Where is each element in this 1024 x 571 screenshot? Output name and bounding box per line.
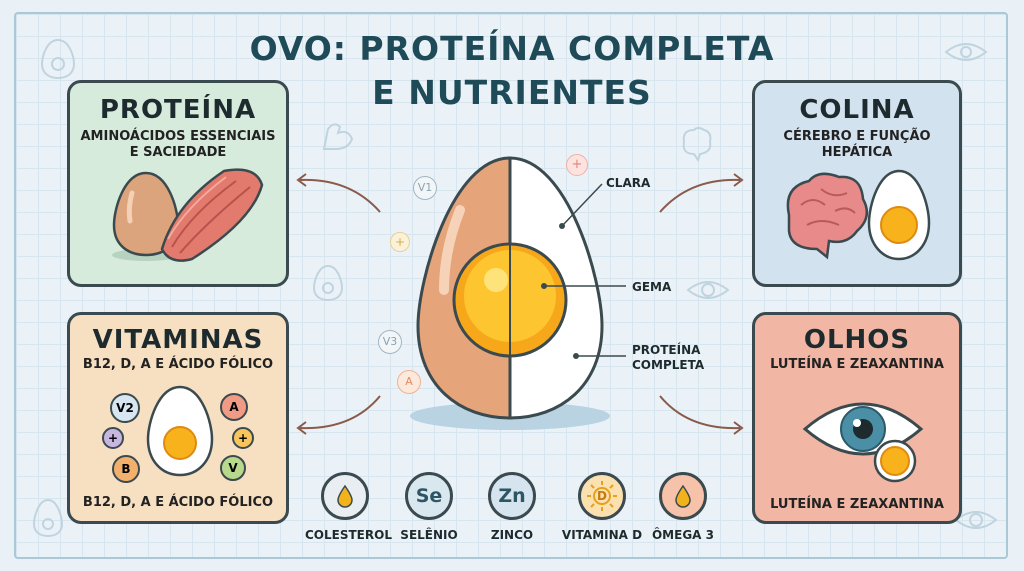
nutrient-label: SELÊNIO xyxy=(400,528,458,542)
nutrient-label: COLESTEROL xyxy=(305,528,392,542)
label-proteina-line1: PROTEÍNA xyxy=(632,343,701,357)
nutrient-item: ÔMEGA 3 xyxy=(643,472,723,542)
badge-v1: V1 xyxy=(413,176,437,200)
nutrient-item: Se SELÊNIO xyxy=(389,472,469,542)
card-proteina-sub2: E SACIEDADE xyxy=(129,145,227,160)
eye-outline-icon xyxy=(686,281,730,299)
card-vitaminas-sub: B12, D, A E ÁCIDO FÓLICO xyxy=(82,357,274,372)
label-gema: GEMA xyxy=(632,280,672,294)
badge-plus: + xyxy=(566,154,588,176)
egg-leader-lines xyxy=(541,183,626,359)
card-olhos-title: OLHOS xyxy=(803,325,911,355)
card-colina-sub2: HEPÁTICA xyxy=(821,145,893,160)
nutrient-item: COLESTEROL xyxy=(305,472,392,542)
nutrient-badge: Se xyxy=(405,472,453,520)
card-colina: COLINA CÉREBRO E FUNÇÃO HEPÁTICA xyxy=(752,80,962,287)
card-vitaminas: VITAMINAS B12, D, A E ÁCIDO FÓLICO V2 A … xyxy=(67,312,289,524)
central-egg-illustration xyxy=(410,156,610,430)
card-proteina-sub1: AMINOÁCIDOS ESSENCIAIS xyxy=(80,129,276,144)
brain-and-egg-illustration xyxy=(786,169,931,261)
page-title-line2: E NUTRIENTES xyxy=(372,73,652,112)
brain-outline-icon xyxy=(682,127,712,162)
card-colina-sub1: CÉREBRO E FUNÇÃO xyxy=(783,129,931,144)
badge-plus: + xyxy=(232,427,254,449)
card-vitaminas-title: VITAMINAS xyxy=(92,325,264,355)
arrow-to-colina xyxy=(659,173,744,213)
arrow-to-vitaminas xyxy=(296,395,381,435)
eye-outline-icon xyxy=(944,43,988,61)
nutrient-badge: Zn xyxy=(488,472,536,520)
arrow-to-proteina xyxy=(296,173,381,213)
badge-plus: + xyxy=(102,427,124,449)
badge-v: V xyxy=(220,455,246,481)
card-olhos: OLHOS LUTEÍNA E ZEAXANTINA LUTEÍNA E ZEA… xyxy=(752,312,962,524)
nutrient-label: ZINCO xyxy=(490,528,534,542)
nutrient-item: D VITAMINA D xyxy=(559,472,645,542)
card-olhos-footer: LUTEÍNA E ZEAXANTINA xyxy=(770,497,944,512)
badge-v3: V3 xyxy=(378,330,402,354)
egg-outline-icon xyxy=(312,264,344,302)
drop-icon xyxy=(337,484,353,508)
muscle-outline-icon xyxy=(322,123,354,150)
nutrient-label: VITAMINA D xyxy=(561,528,643,542)
badge-plus: + xyxy=(390,232,410,252)
card-colina-title: COLINA xyxy=(799,95,915,125)
sun-icon xyxy=(587,481,617,511)
nutrient-badge: D xyxy=(578,472,626,520)
badge-v2: V2 xyxy=(110,393,140,423)
nutrient-badge xyxy=(659,472,707,520)
badge-a: A xyxy=(397,370,421,394)
card-olhos-sub: LUTEÍNA E ZEAXANTINA xyxy=(770,357,944,372)
eye-illustration xyxy=(802,402,924,483)
arrow-to-olhos xyxy=(659,395,744,435)
nutrient-symbol: D xyxy=(597,489,607,503)
egg-outline-icon xyxy=(40,38,76,80)
egg-and-muscle-illustration xyxy=(112,168,264,262)
egg-outline-icon xyxy=(32,498,64,538)
nutrient-item: Zn ZINCO xyxy=(472,472,552,542)
drop-icon xyxy=(675,484,691,508)
badge-a: A xyxy=(220,393,248,421)
vitamins-egg-illustration xyxy=(146,385,214,477)
label-proteina-line2: COMPLETA xyxy=(632,358,705,372)
nutrient-label: ÔMEGA 3 xyxy=(651,528,714,542)
card-proteina: PROTEÍNA AMINOÁCIDOS ESSENCIAIS E SACIED… xyxy=(67,80,289,287)
card-vitaminas-footer: B12, D, A E ÁCIDO FÓLICO xyxy=(82,495,274,510)
page-title-line1: OVO: PROTEÍNA COMPLETA xyxy=(249,29,775,68)
label-clara: CLARA xyxy=(606,176,651,190)
badge-b: B xyxy=(112,455,140,483)
card-proteina-title: PROTEÍNA xyxy=(99,95,257,125)
nutrient-badge xyxy=(321,472,369,520)
eye-outline-icon xyxy=(954,511,998,529)
